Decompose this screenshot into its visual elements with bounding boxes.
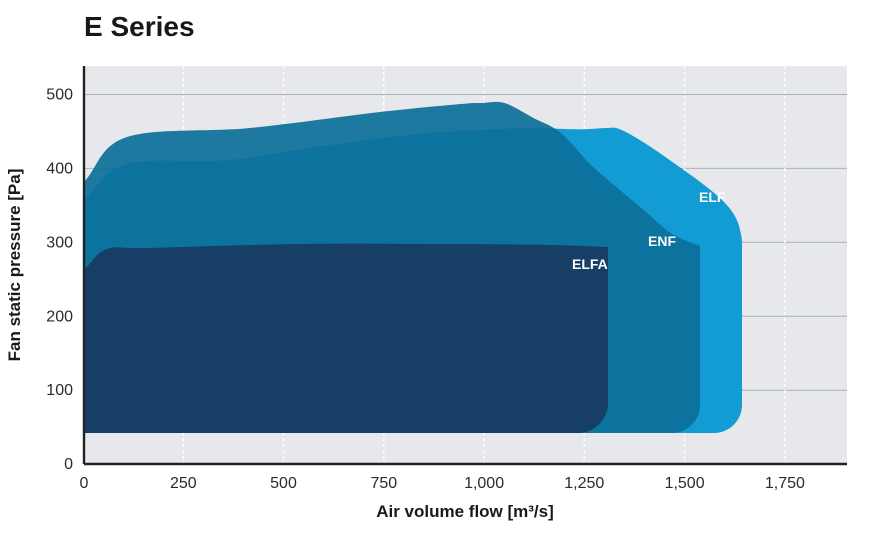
- svg-text:1,000: 1,000: [464, 475, 504, 492]
- svg-text:Air volume flow [m³/s]: Air volume flow [m³/s]: [376, 502, 554, 521]
- svg-text:ENF: ENF: [648, 233, 676, 249]
- svg-text:400: 400: [46, 160, 73, 177]
- svg-text:100: 100: [46, 382, 73, 399]
- svg-text:500: 500: [270, 475, 297, 492]
- svg-text:300: 300: [46, 234, 73, 251]
- svg-text:ELFA: ELFA: [572, 256, 608, 272]
- svg-text:1,500: 1,500: [665, 475, 705, 492]
- svg-text:ELF: ELF: [699, 189, 726, 205]
- svg-text:750: 750: [370, 475, 397, 492]
- svg-text:250: 250: [170, 475, 197, 492]
- svg-text:Fan static pressure [Pa]: Fan static pressure [Pa]: [5, 169, 24, 362]
- svg-text:1,250: 1,250: [564, 475, 604, 492]
- svg-text:0: 0: [80, 475, 89, 492]
- svg-text:0: 0: [64, 456, 73, 473]
- svg-text:1,750: 1,750: [765, 475, 805, 492]
- svg-text:500: 500: [46, 87, 73, 104]
- svg-text:200: 200: [46, 308, 73, 325]
